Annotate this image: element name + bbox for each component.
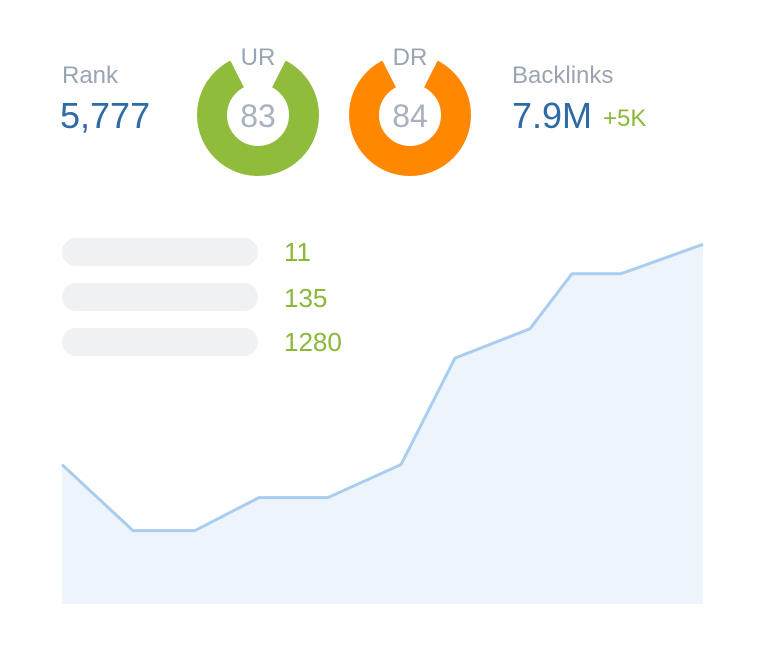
ur-gauge-gap (227, 54, 289, 115)
dr-value: 84 (392, 98, 428, 134)
keyword-bar-1 (62, 238, 258, 266)
keyword-value-2: 135 (284, 283, 328, 313)
ur-label: UR (240, 44, 276, 71)
dr-gauge-gap (379, 54, 441, 115)
backlinks-value: 7.9M (512, 95, 593, 136)
rank-value: 5,777 (60, 95, 151, 136)
chart-area-fill (62, 244, 703, 604)
keyword-value-3: 1280 (284, 327, 342, 357)
dr-label: DR (392, 44, 428, 71)
ur-gauge (197, 54, 319, 176)
dr-gauge (349, 54, 471, 176)
ur-value: 83 (240, 98, 276, 134)
keyword-bar-2 (62, 283, 258, 311)
backlinks-label: Backlinks (512, 62, 614, 89)
backlinks-delta: +5K (603, 105, 647, 132)
keyword-bar-3 (62, 328, 258, 356)
rank-label: Rank (62, 62, 119, 89)
keyword-value-1: 11 (284, 237, 311, 267)
chart-line (60, 242, 704, 533)
